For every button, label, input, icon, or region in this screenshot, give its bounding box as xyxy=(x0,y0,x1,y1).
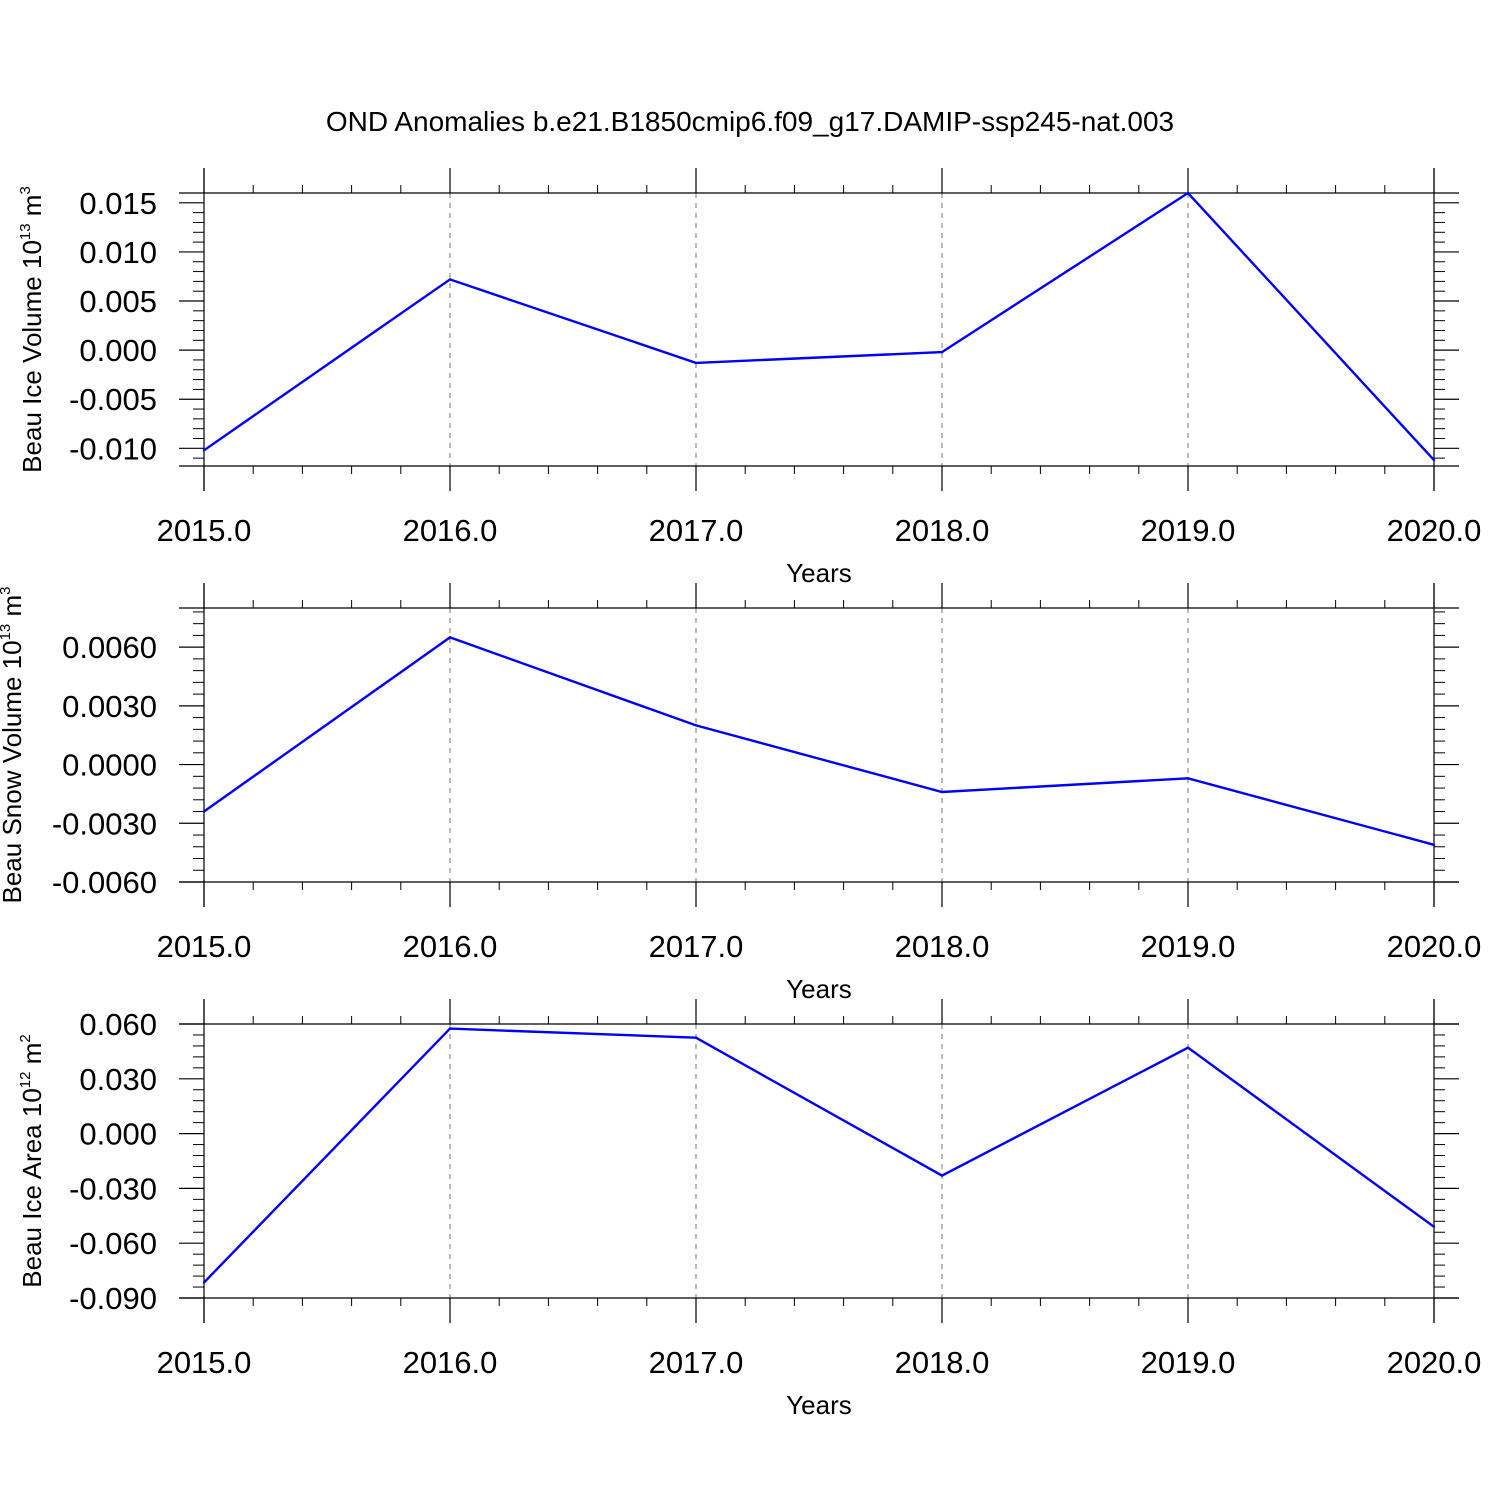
data-point xyxy=(940,1174,944,1177)
y-axis-label-part: m xyxy=(17,195,47,224)
y-axis-label-part: Beau Snow Volume 10 xyxy=(0,640,27,903)
y-tick-label: -0.0060 xyxy=(52,865,157,900)
data-point xyxy=(940,350,944,354)
y-axis-label: Beau Ice Volume 1013 m3 xyxy=(17,186,47,473)
x-tick-label: 2015.0 xyxy=(157,1345,252,1380)
x-tick-label: 2017.0 xyxy=(649,513,744,548)
data-point xyxy=(202,810,206,813)
y-axis-label-superscript: 3 xyxy=(17,186,34,194)
y-axis-label-part: m xyxy=(17,1043,47,1072)
chart-panel-1: -0.010 -0.005 0.000 0.005 0.010 0.015 2015.0 20… xyxy=(17,168,1481,588)
y-axis-label-superscript: 12 xyxy=(17,1072,34,1089)
chart-panel-2: -0.0060 -0.0030 0.0000 0.0030 0.0060 2015.0 20… xyxy=(0,583,1481,1004)
data-point xyxy=(202,1281,206,1284)
y-tick-label: -0.030 xyxy=(69,1171,157,1206)
data-point xyxy=(202,449,206,452)
x-tick-label: 2017.0 xyxy=(649,1345,744,1380)
y-tick-label: 0.060 xyxy=(79,1007,157,1042)
y-tick-label: -0.090 xyxy=(69,1281,157,1316)
y-tick-label: 0.030 xyxy=(79,1062,157,1097)
x-tick-label: 2016.0 xyxy=(403,929,498,964)
y-tick-label: 0.0030 xyxy=(62,689,157,724)
data-point xyxy=(1432,1225,1436,1228)
x-tick-label: 2020.0 xyxy=(1387,1345,1482,1380)
data-point xyxy=(694,1036,698,1039)
x-tick-label: 2015.0 xyxy=(157,513,252,548)
x-tick-label: 2018.0 xyxy=(895,1345,990,1380)
y-tick-label: 0.005 xyxy=(79,284,157,319)
x-tick-label: 2015.0 xyxy=(157,929,252,964)
data-point xyxy=(1186,1046,1190,1049)
y-tick-label: 0.000 xyxy=(79,333,157,368)
y-axis-label: Beau Ice Area 1012 m2 xyxy=(17,1034,47,1287)
x-tick-label: 2018.0 xyxy=(895,513,990,548)
data-point xyxy=(448,636,452,639)
y-tick-label: 0.0000 xyxy=(62,748,157,783)
y-tick-label: -0.0030 xyxy=(52,806,157,841)
y-axis-label: Beau Snow Volume 1013 m3 xyxy=(0,587,27,904)
x-tick-label: 2020.0 xyxy=(1387,929,1482,964)
x-axis-label: Years xyxy=(786,1390,852,1420)
x-axis-label: Years xyxy=(786,558,852,588)
x-tick-label: 2017.0 xyxy=(649,929,744,964)
y-tick-label: 0.000 xyxy=(79,1117,157,1152)
y-axis-label-superscript: 13 xyxy=(0,624,14,641)
x-tick-label: 2016.0 xyxy=(403,513,498,548)
y-tick-label: 0.0060 xyxy=(62,630,157,665)
x-axis-label: Years xyxy=(786,974,852,1004)
y-axis-label-superscript: 3 xyxy=(0,587,14,595)
chart-title: OND Anomalies b.e21.B1850cmip6.f09_g17.D… xyxy=(326,106,1174,137)
x-tick-label: 2016.0 xyxy=(403,1345,498,1380)
x-tick-label: 2018.0 xyxy=(895,929,990,964)
y-axis-label-part: Beau Ice Volume 10 xyxy=(17,240,47,473)
y-tick-label: -0.010 xyxy=(69,431,157,466)
x-tick-label: 2019.0 xyxy=(1141,513,1236,548)
chart-panel-3: -0.090 -0.060 -0.030 0.000 0.030 0.060 2015.0 2… xyxy=(17,999,1481,1420)
series-line xyxy=(203,191,1435,461)
x-tick-label: 2019.0 xyxy=(1141,1345,1236,1380)
data-point xyxy=(694,361,698,365)
x-tick-label: 2019.0 xyxy=(1141,929,1236,964)
data-point xyxy=(448,278,452,281)
y-tick-label: -0.060 xyxy=(69,1226,157,1261)
y-axis-label-part: m xyxy=(0,595,27,624)
x-tick-label: 2020.0 xyxy=(1387,513,1482,548)
data-point xyxy=(1432,458,1436,462)
y-axis-label-part: Beau Ice Area 10 xyxy=(17,1088,47,1287)
data-point xyxy=(694,724,698,727)
data-point xyxy=(448,1027,452,1030)
y-axis-label-superscript: 13 xyxy=(17,223,34,240)
data-point xyxy=(1432,843,1436,847)
data-point xyxy=(1186,777,1190,780)
y-tick-label: -0.005 xyxy=(69,382,157,417)
data-point xyxy=(940,790,944,794)
series-line xyxy=(203,1027,1435,1284)
y-axis-label-superscript: 2 xyxy=(17,1034,34,1042)
data-point xyxy=(1186,191,1190,195)
y-tick-label: 0.015 xyxy=(79,186,157,221)
series-line xyxy=(203,636,1435,846)
y-tick-label: 0.010 xyxy=(79,235,157,270)
